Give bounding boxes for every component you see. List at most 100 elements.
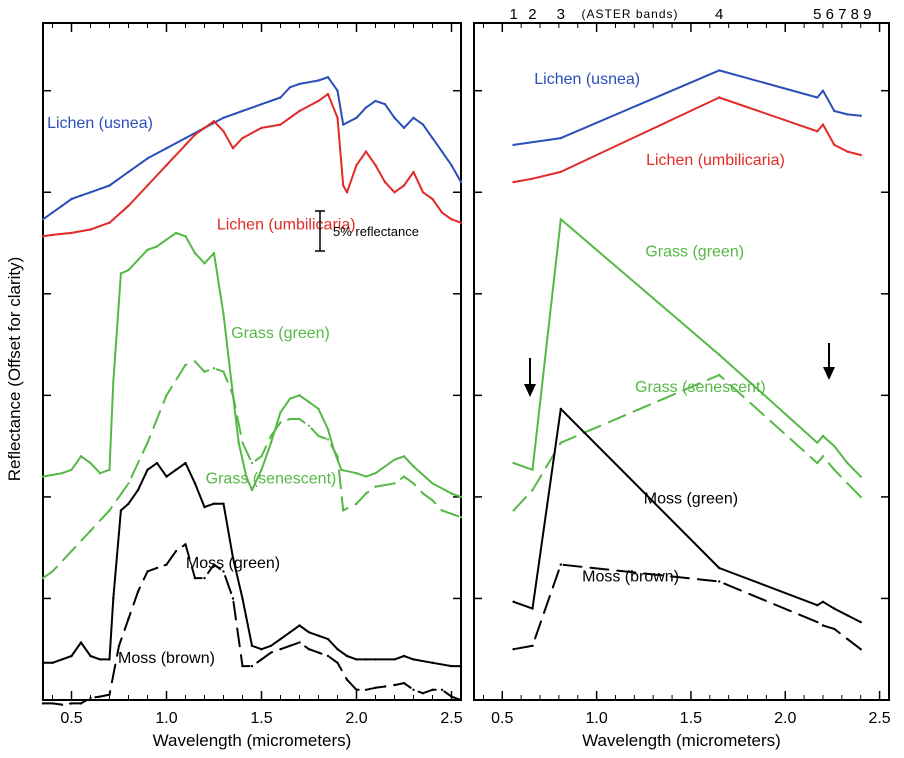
left-point-moss-brown (326, 654, 330, 658)
left-point-grass-green (288, 397, 292, 400)
left-point-grass-senescent (231, 394, 235, 397)
left-point-lichen-umbilicaria (459, 221, 463, 224)
left-point-grass-senescent (193, 360, 197, 363)
left-point-lichen-usnea (393, 116, 396, 120)
left-panel-spectra: 0.5 1.0 1.5 2.0 2.5 Wavelength (micrometers) L… (41, 22, 463, 750)
left-series-grass-green (42, 231, 462, 498)
left-point-lichen-usnea (383, 103, 387, 106)
left-point-moss-brown (317, 651, 320, 654)
right-point-lichen-usnea (846, 113, 849, 116)
left-point-moss-green (326, 637, 330, 641)
right-x-axis-label: Wavelength (micrometers) (582, 731, 781, 750)
right-point-moss-brown (512, 648, 515, 651)
right-series-label-grass-green: Grass (green) (645, 244, 744, 261)
left-point-grass-green (203, 262, 206, 265)
right-point-lichen-umbilicaria (846, 150, 849, 153)
right-point-grass-senescent (531, 488, 534, 492)
aster-band-number: 3 (557, 6, 565, 23)
right-point-grass-green (816, 441, 819, 444)
left-point-grass-senescent (317, 434, 320, 438)
left-point-grass-green (374, 472, 377, 475)
left-point-moss-brown (402, 681, 406, 685)
left-point-grass-senescent (127, 482, 130, 485)
left-point-grass-green (245, 475, 248, 478)
left-point-lichen-umbilicaria (41, 235, 45, 238)
left-point-grass-senescent (184, 363, 187, 367)
left-point-moss-brown (307, 648, 311, 651)
left-point-grass-green (193, 252, 197, 255)
left-x-tick-label: 1.0 (155, 710, 177, 727)
left-point-moss-brown (288, 644, 292, 647)
left-point-lichen-usnea (70, 197, 73, 201)
left-point-moss-brown (241, 664, 244, 668)
right-point-grass-green (531, 468, 534, 471)
right-point-lichen-usnea (559, 136, 562, 140)
left-point-lichen-umbilicaria (222, 130, 225, 133)
left-point-moss-green (345, 654, 349, 658)
aster-band-number: 9 (863, 6, 871, 23)
left-point-grass-green (127, 268, 130, 272)
left-point-grass-green (98, 472, 102, 475)
left-point-moss-green (393, 658, 396, 661)
left-point-grass-senescent (288, 417, 292, 421)
left-point-grass-senescent (108, 509, 111, 512)
right-point-lichen-usnea (718, 69, 721, 72)
left-point-lichen-usnea (165, 147, 168, 150)
left-point-grass-green (459, 495, 463, 499)
left-point-moss-green (269, 644, 273, 647)
right-point-moss-brown (531, 644, 534, 647)
left-point-lichen-usnea (51, 211, 54, 214)
right-point-grass-green (846, 461, 849, 465)
left-point-grass-green (412, 465, 415, 468)
left-point-moss-brown (459, 698, 463, 702)
scale-bar: 5% reflectance (315, 210, 419, 252)
aster-band-number: 1 (509, 6, 517, 23)
left-point-lichen-usnea (41, 218, 45, 221)
right-point-lichen-umbilicaria (821, 123, 825, 126)
right-point-moss-brown (846, 637, 849, 641)
left-point-moss-brown (250, 664, 254, 668)
left-point-moss-green (203, 505, 206, 509)
right-point-lichen-umbilicaria (531, 177, 534, 180)
left-point-lichen-usnea (127, 170, 130, 174)
left-point-moss-brown (70, 702, 73, 705)
left-point-moss-green (165, 475, 168, 478)
right-point-lichen-umbilicaria (559, 170, 562, 174)
left-point-moss-brown (146, 570, 149, 573)
left-point-grass-senescent (146, 441, 149, 444)
left-point-moss-green (98, 658, 102, 661)
left-series-label-grass-senescent: Grass (senescent) (206, 470, 337, 487)
left-point-grass-senescent (250, 461, 254, 465)
left-point-moss-green (146, 468, 149, 471)
right-point-moss-green (512, 600, 515, 603)
left-point-grass-green (260, 468, 263, 471)
left-point-grass-senescent (342, 509, 345, 512)
right-point-grass-senescent (821, 455, 825, 458)
left-point-grass-senescent (279, 421, 282, 424)
left-point-lichen-umbilicaria (317, 99, 320, 103)
left-point-grass-senescent (89, 529, 92, 532)
left-point-moss-brown (174, 549, 178, 553)
aster-band-number: 8 (851, 6, 859, 23)
left-point-moss-green (108, 658, 111, 661)
left-point-moss-brown (279, 648, 282, 651)
left-point-grass-green (269, 441, 273, 444)
left-point-grass-green (431, 482, 434, 485)
left-point-grass-senescent (364, 492, 368, 495)
right-point-grass-senescent (718, 373, 721, 377)
left-point-lichen-usnea (241, 109, 244, 113)
right-series-lichen-umbilicaria (512, 96, 862, 184)
left-point-lichen-usnea (317, 79, 320, 82)
left-point-grass-senescent (402, 475, 406, 478)
left-point-lichen-umbilicaria (393, 191, 396, 194)
right-point-lichen-usnea (859, 114, 862, 117)
right-point-grass-senescent (512, 509, 515, 512)
left-point-lichen-umbilicaria (203, 126, 206, 130)
left-point-grass-green (212, 252, 216, 255)
right-series-lichen-usnea (512, 69, 862, 146)
left-point-lichen-usnea (60, 204, 64, 207)
left-point-lichen-umbilicaria (241, 136, 244, 140)
left-point-grass-senescent (307, 424, 311, 427)
left-point-lichen-usnea (355, 116, 358, 120)
left-point-moss-green (298, 624, 301, 627)
